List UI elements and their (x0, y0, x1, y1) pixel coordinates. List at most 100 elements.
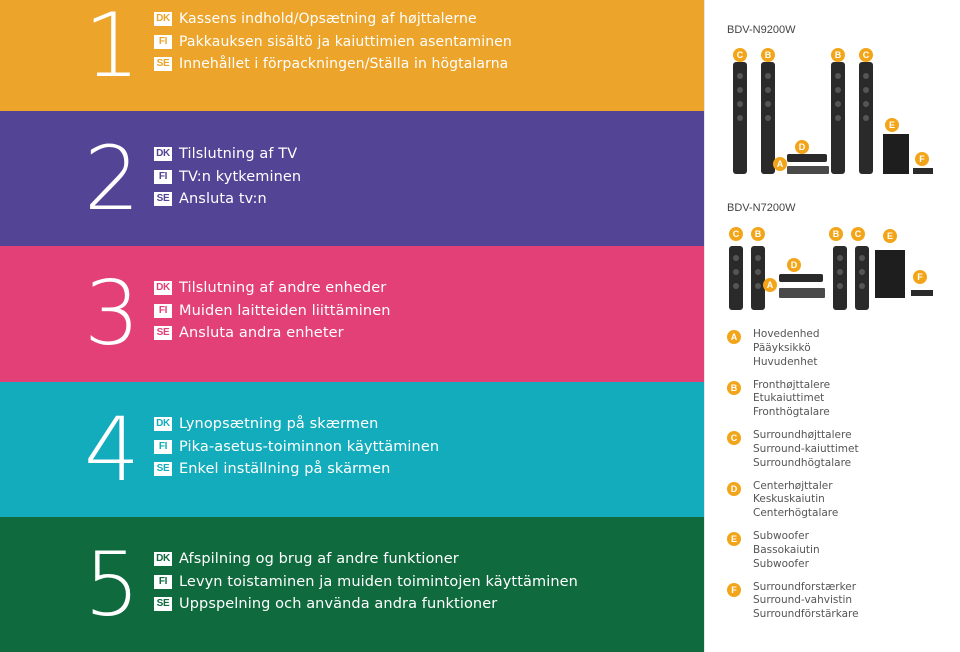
line-text: Pika-asetus-toiminnon käyttäminen (179, 438, 440, 455)
line-dk: DK Tilslutning af TV (154, 143, 301, 166)
badge-f: F (915, 152, 929, 166)
line-text: Kassens indhold/Opsætning af højttalerne (179, 11, 477, 28)
name-se: Surroundförstärkare (753, 608, 859, 621)
line-text: Tilslutning af TV (179, 146, 298, 163)
section-number: 5 (84, 533, 140, 636)
badge-a: A (763, 278, 777, 292)
legend-badge: D (727, 481, 741, 496)
name-se: Centerhögtalare (753, 507, 839, 520)
name-se: Huvudenhet (753, 355, 818, 368)
section-4: 4 DK Lynopsætning på skærmen FI Pika-asetu… (0, 382, 704, 517)
line-fi: FI Pika-asetus-toiminnon käyttäminen (154, 436, 439, 459)
lang-tag-se: SE (154, 326, 172, 341)
legend-item: F Surroundforstærker Surround-vahvistin … (727, 579, 952, 630)
line-text: Muiden laitteiden liittäminen (179, 302, 391, 319)
legend-badge: E (727, 532, 741, 546)
tall-speaker (729, 246, 869, 310)
legend-item: B Fronthøjttalere Etukaiuttimet Fronthög… (727, 377, 952, 428)
line-se: SE Ansluta tv:n (154, 188, 301, 211)
name-fi: Etukaiuttimet (753, 392, 825, 405)
name-fi: Pääyksikkö (753, 341, 811, 354)
line-text: Tilslutning af andre enheder (179, 280, 387, 297)
section-lines: DK Kassens indhold/Opsætning af højttaler… (154, 8, 512, 76)
legend-names: Hovedenhed Pääyksikkö Huvudenhet (753, 328, 820, 369)
lang-tag-dk: DK (154, 12, 172, 27)
model-name: BDV-N7200W (727, 202, 796, 214)
section-lines: DK Tilslutning af TV FI TV:n kytkeminen SE… (154, 143, 301, 211)
line-dk: DK Lynopsætning på skærmen (154, 413, 439, 436)
badge-e: E (885, 118, 899, 132)
lang-tag-fi: FI (154, 34, 172, 49)
lang-tag-se: SE (154, 57, 172, 72)
speaker-system-illustration (733, 62, 933, 174)
lang-tag-dk: DK (154, 147, 172, 162)
line-se: SE Uppspelning och använda andra funktion… (154, 593, 578, 616)
legend-item: A Hovedenhed Pääyksikkö Huvudenhet (727, 326, 952, 377)
line-text: Uppspelning och använda andra funktioner (179, 596, 498, 613)
line-dk: DK Kassens indhold/Opsætning af højttaler… (154, 8, 512, 31)
section-number: 3 (84, 262, 140, 365)
lang-tag-dk: DK (154, 281, 172, 296)
lang-tag-dk: DK (154, 417, 172, 432)
lang-tag-se: SE (154, 192, 172, 207)
legend-item: D Centerhøjttaler Keskuskaiutin Centerhö… (727, 478, 952, 529)
section-number: 4 (84, 398, 140, 501)
section-lines: DK Tilslutning af andre enheder FI Muiden … (154, 277, 391, 345)
badge-a: A (773, 157, 787, 171)
section-3: 3 DK Tilslutning af andre enheder FI Muide… (0, 246, 704, 382)
badge-c: C (733, 48, 747, 62)
section-lines: DK Afspilning og brug af andre funktioner… (154, 548, 578, 616)
badge-b: B (761, 48, 775, 62)
product-panel: BDV-N9200W C B B C A D E F BDV-N7200W (704, 0, 960, 652)
badge-c: C (729, 227, 743, 241)
badge-f: F (913, 270, 927, 284)
main-unit (779, 288, 825, 298)
line-text: Ansluta tv:n (179, 191, 267, 208)
section-2: 2 DK Tilslutning af TV FI TV:n kytkeminen … (0, 111, 704, 246)
name-dk: Centerhøjttaler (753, 479, 833, 492)
lang-tag-fi: FI (154, 439, 172, 454)
lang-tag-fi: FI (154, 303, 172, 318)
name-fi: Surround-vahvistin (753, 594, 853, 607)
line-se: SE Ansluta andra enheter (154, 322, 391, 345)
name-dk: Surroundforstærker (753, 580, 857, 593)
name-fi: Keskuskaiutin (753, 493, 825, 506)
lang-tag-se: SE (154, 597, 172, 612)
legend-item: E Subwoofer Bassokaiutin Subwoofer (727, 528, 952, 579)
legend-names: Fronthøjttalere Etukaiuttimet Fronthögta… (753, 379, 830, 420)
name-dk: Fronthøjttalere (753, 378, 831, 391)
line-dk: DK Afspilning og brug af andre funktioner (154, 548, 578, 571)
surround-amp (913, 168, 933, 174)
center-speaker (779, 274, 823, 282)
line-text: TV:n kytkeminen (179, 168, 302, 185)
badge-b: B (829, 227, 843, 241)
lang-tag-fi: FI (154, 169, 172, 184)
line-text: Enkel inställning på skärmen (179, 461, 391, 478)
subwoofer (883, 134, 909, 174)
badge-c: C (859, 48, 873, 62)
speaker-system-illustration (729, 246, 933, 310)
legend-names: Subwoofer Bassokaiutin Subwoofer (753, 530, 820, 571)
line-text: Afspilning og brug af andre funktioner (179, 551, 459, 568)
name-dk: Subwoofer (753, 530, 809, 542)
name-se: Fronthögtalare (753, 406, 830, 419)
line-text: Innehållet i förpackningen/Ställa in hög… (179, 56, 509, 73)
legend-badge: C (727, 431, 741, 445)
line-fi: FI TV:n kytkeminen (154, 166, 301, 189)
line-fi: FI Pakkauksen sisältö ja kaiuttimien asen… (154, 31, 512, 54)
center-speaker (787, 154, 827, 162)
lang-tag-dk: DK (154, 552, 172, 567)
name-fi: Surround-kaiuttimet (753, 442, 859, 455)
section-number: 1 (84, 0, 140, 97)
name-se: Subwoofer (753, 557, 809, 570)
legend-item: C Surroundhøjttalere Surround-kaiuttimet… (727, 427, 952, 478)
section-1: 1 DK Kassens indhold/Opsætning af højttal… (0, 0, 704, 111)
line-fi: FI Muiden laitteiden liittäminen (154, 300, 391, 323)
line-text: Levyn toistaminen ja muiden toimintojen … (179, 573, 578, 590)
line-text: Pakkauksen sisältö ja kaiuttimien asenta… (179, 33, 512, 50)
section-5: 5 DK Afspilning og brug af andre funktion… (0, 517, 704, 652)
model-name: BDV-N9200W (727, 24, 796, 36)
section-number: 2 (84, 127, 140, 230)
legend-names: Surroundhøjttalere Surround-kaiuttimet S… (753, 429, 859, 470)
legend-badge: A (727, 330, 741, 344)
